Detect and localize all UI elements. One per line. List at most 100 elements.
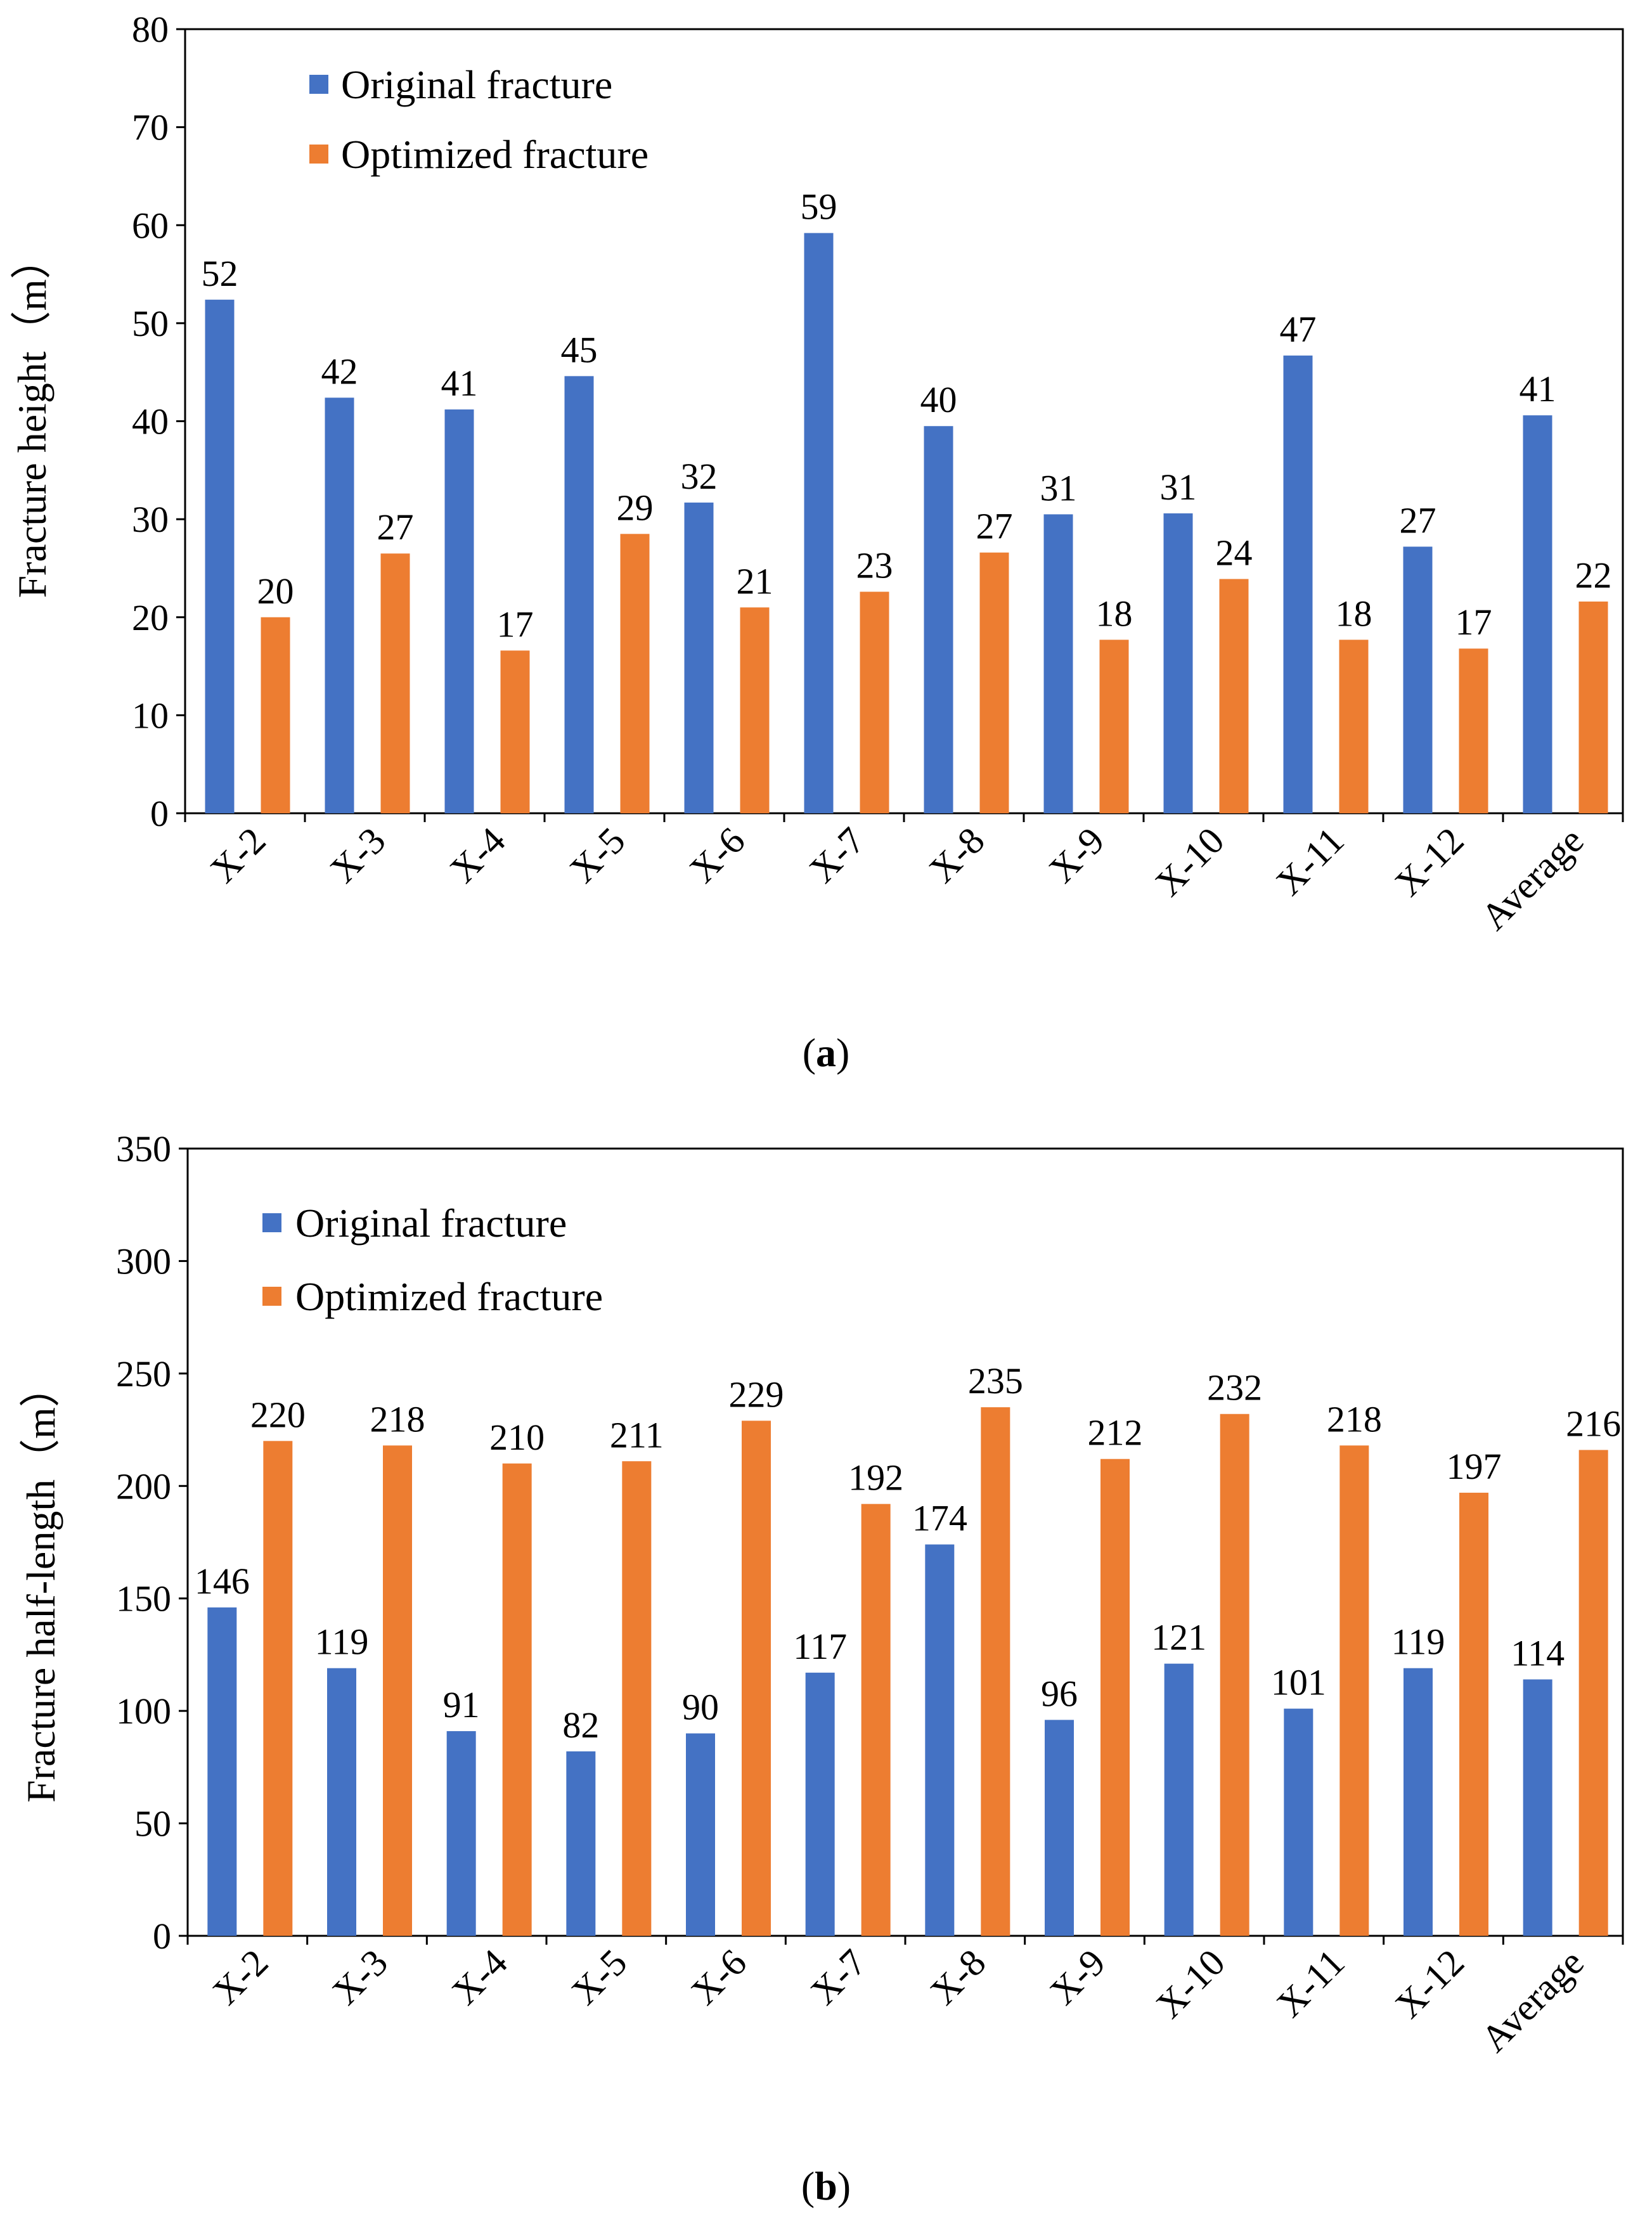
chart-b-bar-original (566, 1751, 596, 1936)
chart-a-data-label-optimized: 27 (377, 506, 414, 548)
chart-a-bar-optimized (860, 591, 889, 813)
chart-b-bar-optimized (622, 1461, 652, 1936)
chart-a-bar-original (804, 233, 834, 813)
chart-a-data-label-original: 59 (801, 186, 837, 228)
chart-b-data-label-optimized: 211 (610, 1414, 664, 1455)
chart-a-data-label-original: 41 (441, 363, 478, 404)
chart-b-bar-original (207, 1607, 237, 1936)
chart-a-data-label-optimized: 27 (976, 506, 1013, 547)
chart-a-data-label-optimized: 29 (617, 487, 654, 528)
chart-b-bar-original (1523, 1679, 1552, 1936)
chart-a-legend-swatch-original (309, 75, 328, 94)
chart-a-data-label-optimized: 17 (497, 603, 534, 645)
chart-b-legend-label-optimized: Optimized fracture (295, 1274, 603, 1319)
chart-b-y-tick-label: 200 (116, 1466, 171, 1507)
chart-b-legend-swatch-optimized (262, 1287, 281, 1306)
chart-b-y-tick-label: 250 (116, 1353, 171, 1395)
chart-b-data-label-optimized: 235 (968, 1360, 1023, 1401)
chart-b-data-label-original: 146 (195, 1561, 250, 1602)
chart-b-data-label-original: 82 (562, 1704, 599, 1746)
chart-b-bar-optimized (1459, 1492, 1488, 1936)
chart-a-data-label-original: 31 (1160, 467, 1197, 508)
chart-a-data-label-original: 45 (561, 329, 598, 370)
chart-a-y-tick-label: 80 (132, 9, 169, 50)
chart-b-bar-optimized (861, 1504, 891, 1936)
chart-b-bar-original (1404, 1668, 1433, 1936)
chart-b-data-label-original: 174 (912, 1498, 967, 1539)
chart-b-legend-swatch-original (262, 1213, 281, 1232)
chart-b-bar-original (1284, 1708, 1313, 1936)
chart-a-data-label-original: 41 (1520, 368, 1556, 409)
chart-a-bar-original (924, 426, 953, 813)
chart-b-bar-optimized (981, 1407, 1010, 1936)
chart-a-data-label-optimized: 21 (737, 560, 773, 602)
chart-b-bar-original (1164, 1663, 1194, 1936)
chart-a-bar-optimized (1578, 602, 1608, 813)
chart-a-data-label-optimized: 22 (1575, 555, 1612, 596)
chart-a-y-tick-label: 70 (132, 107, 169, 148)
chart-a-bar-optimized (740, 607, 770, 813)
chart-b-y-axis-label: Fracture half-length（m） (18, 1367, 63, 1803)
chart-b-data-label-optimized: 192 (848, 1457, 903, 1498)
chart-b-y-tick-label: 100 (116, 1691, 171, 1732)
chart-a-legend-label-optimized: Optimized fracture (341, 132, 649, 177)
chart-b-caption-letter: b (815, 2163, 837, 2208)
chart-b-data-label-optimized: 218 (370, 1398, 425, 1440)
chart-b-y-tick-label: 50 (134, 1803, 171, 1845)
chart-a-data-label-optimized: 18 (1096, 593, 1133, 634)
chart-b-data-label-original: 101 (1271, 1662, 1326, 1703)
chart-b-caption-close: ) (837, 2163, 851, 2208)
chart-b-bar-optimized (1339, 1445, 1369, 1936)
chart-a-bar-optimized (261, 617, 290, 813)
chart-a-legend-swatch-optimized (309, 145, 328, 164)
chart-a-legend-label-original: Original fracture (341, 62, 612, 107)
chart-a-data-label-original: 27 (1400, 499, 1436, 541)
chart-a-bar-original (564, 376, 594, 813)
chart-a-bar-original (1283, 355, 1313, 813)
chart-a-y-tick-label: 10 (132, 695, 169, 736)
chart-b-data-label-optimized: 218 (1327, 1398, 1382, 1440)
chart-a-bar-original (444, 409, 474, 813)
chart-a-bar-original (1523, 415, 1552, 813)
chart-a-caption-letter: a (816, 1030, 836, 1075)
chart-b-data-label-original: 90 (682, 1687, 719, 1728)
chart-b-bar-original (925, 1544, 955, 1936)
chart-b-bar-optimized (1578, 1450, 1608, 1936)
chart-a-y-tick-label: 40 (132, 401, 169, 442)
chart-b-bar-original (686, 1733, 715, 1936)
chart-a-plot-area: 01020304050607080X-25220X-34227X-44117X-… (132, 9, 1624, 938)
chart-b-data-label-optimized: 212 (1088, 1412, 1143, 1453)
chart-a-data-label-optimized: 17 (1455, 602, 1492, 643)
chart-b-bar-original (446, 1731, 476, 1936)
chart-a-bar-optimized (380, 553, 410, 813)
chart-b-y-tick-label: 350 (116, 1128, 171, 1169)
chart-b-caption: (b) (801, 2163, 851, 2208)
chart-a-data-label-original: 40 (920, 379, 957, 420)
chart-a-data-label-original: 52 (202, 253, 238, 294)
chart-a-fracture-height: 01020304050607080X-25220X-34227X-44117X-… (10, 9, 1624, 1075)
chart-a-y-tick-label: 0 (150, 793, 169, 834)
chart-a-bar-optimized (620, 534, 650, 813)
chart-a-data-label-original: 32 (681, 456, 718, 497)
chart-b-data-label-optimized: 229 (729, 1374, 784, 1415)
chart-b-bar-optimized (383, 1445, 412, 1936)
chart-a-y-tick-label: 50 (132, 303, 169, 344)
chart-b-bar-optimized (1100, 1459, 1130, 1936)
chart-b-y-tick-label: 150 (116, 1578, 171, 1620)
chart-a-data-label-original: 47 (1280, 309, 1317, 350)
chart-a-bar-original (1163, 513, 1193, 813)
chart-a-data-label-original: 31 (1040, 467, 1077, 508)
chart-a-data-label-optimized: 20 (257, 570, 294, 612)
chart-a-y-axis-label: Fracture height（m） (10, 239, 55, 598)
chart-a-bar-optimized (979, 552, 1009, 813)
chart-a-caption-open: ( (803, 1030, 816, 1075)
chart-b-data-label-optimized: 197 (1447, 1446, 1502, 1487)
chart-b-data-label-original: 96 (1041, 1673, 1078, 1714)
chart-b-data-label-original: 119 (1391, 1621, 1445, 1663)
chart-a-data-label-original: 42 (321, 351, 358, 392)
chart-b-data-label-optimized: 216 (1566, 1403, 1621, 1445)
chart-a-caption: (a) (803, 1030, 850, 1075)
chart-a-bar-original (1043, 514, 1073, 813)
chart-b-y-tick-label: 300 (116, 1240, 171, 1282)
chart-b-bar-original (805, 1672, 835, 1936)
